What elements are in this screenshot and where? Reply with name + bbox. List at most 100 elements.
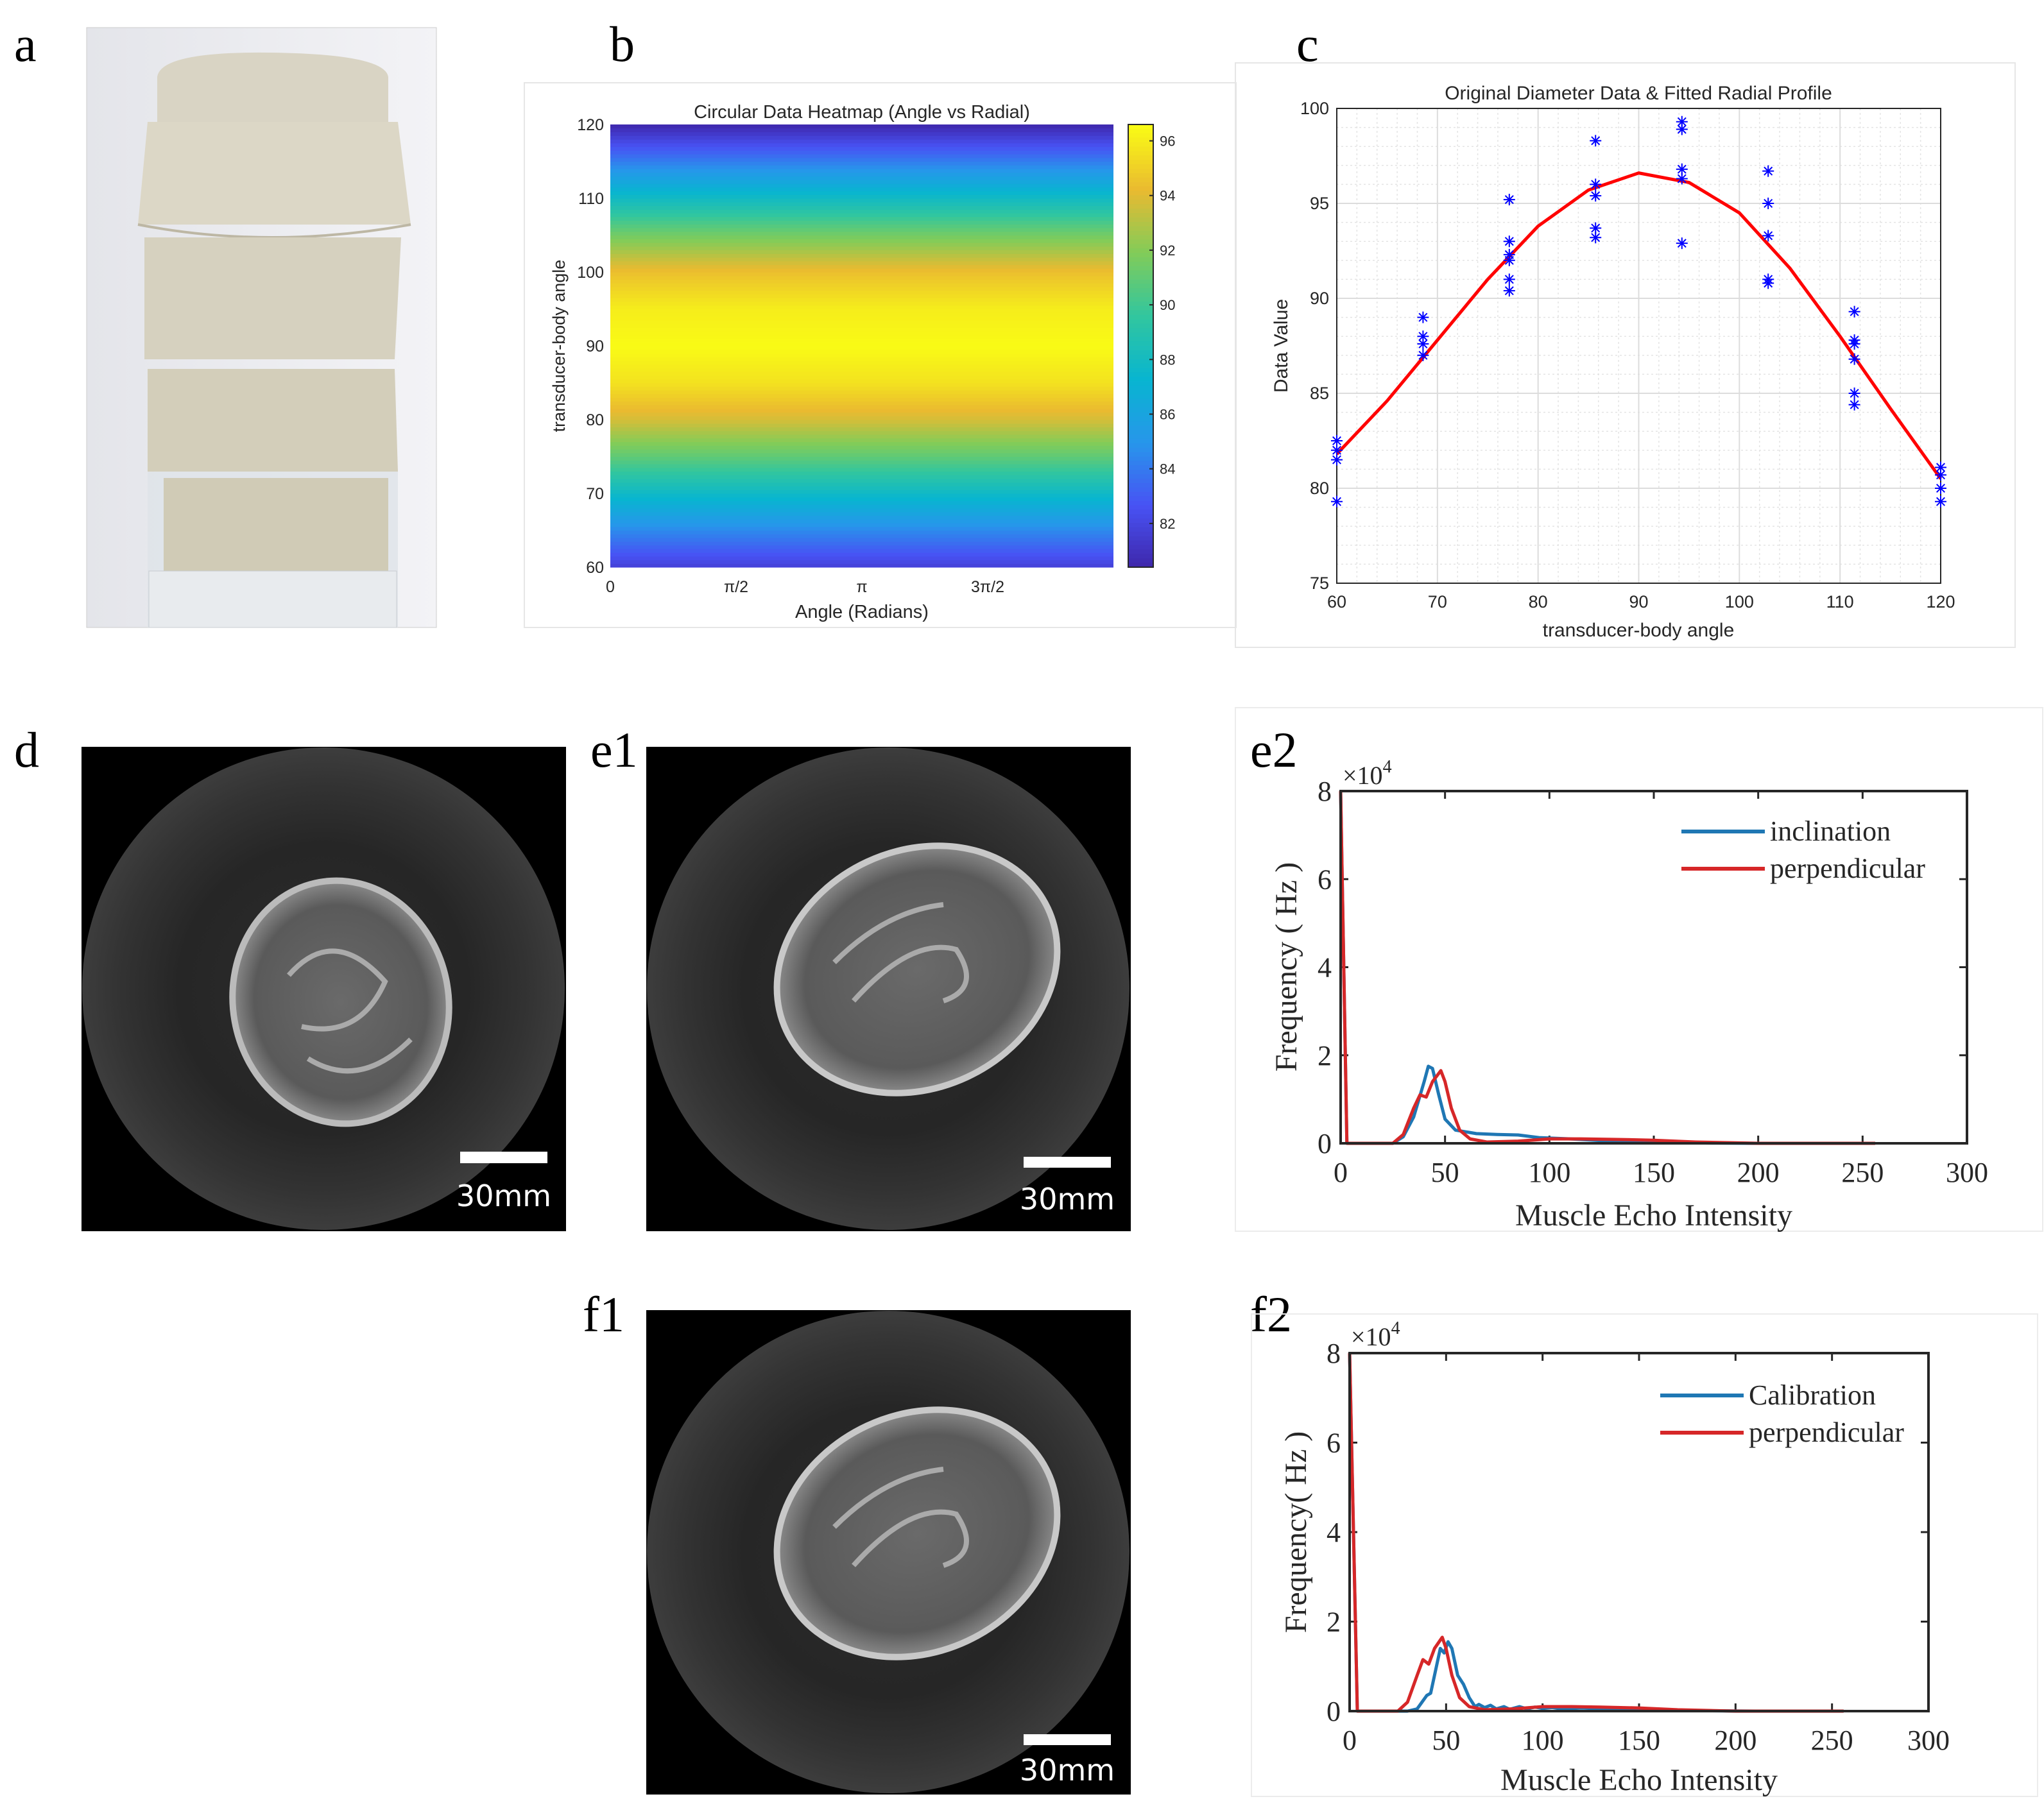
y-tick-label: 0 bbox=[1318, 1128, 1332, 1159]
colorbar-cell bbox=[1128, 443, 1153, 448]
heatmap-cell bbox=[610, 305, 1113, 310]
heatmap-cell bbox=[610, 165, 1113, 169]
colorbar-cell bbox=[1128, 350, 1153, 355]
ultrasound-image-f1: 30mm bbox=[646, 1310, 1131, 1795]
heatmap-cell bbox=[610, 526, 1113, 531]
y-tick-label: 100 bbox=[577, 264, 604, 282]
heatmap-cell bbox=[610, 405, 1113, 409]
y-tick-label: 90 bbox=[1310, 289, 1329, 308]
data-point bbox=[1848, 353, 1860, 365]
y-tick-label: 85 bbox=[1310, 384, 1329, 403]
heatmap-cell bbox=[610, 397, 1113, 402]
f2-ylabel: Frequency( Hz ) bbox=[1279, 1431, 1313, 1633]
x-tick-label: 200 bbox=[1714, 1725, 1756, 1756]
heatmap-cell bbox=[610, 434, 1113, 439]
colorbar-cell bbox=[1128, 133, 1153, 139]
colorbar-cell bbox=[1128, 213, 1153, 218]
colorbar-cell bbox=[1128, 523, 1153, 528]
y-tick-label: 110 bbox=[578, 190, 604, 208]
heatmap-cell bbox=[610, 264, 1113, 269]
asterisk-marker bbox=[1677, 164, 1687, 174]
e2-ylabel: Frequency ( Hz ) bbox=[1269, 862, 1303, 1072]
legend-label: perpendicular bbox=[1749, 1417, 1904, 1448]
axes-box bbox=[1339, 790, 1968, 1145]
colorbar-cell bbox=[1128, 456, 1153, 461]
data-point bbox=[1331, 454, 1343, 466]
heatmap-cell bbox=[610, 541, 1113, 546]
colorbar-cell bbox=[1128, 527, 1153, 533]
panel-label-a: a bbox=[14, 16, 37, 72]
heatmap-cell bbox=[610, 349, 1113, 354]
heatmap-cell bbox=[610, 545, 1113, 549]
heatmap-cell bbox=[610, 368, 1113, 372]
colorbar-cell bbox=[1128, 425, 1153, 431]
heatmap-cell bbox=[610, 549, 1113, 553]
colorbar-cell bbox=[1128, 173, 1153, 178]
colorbar-cell bbox=[1128, 549, 1153, 554]
x-tick-label: 300 bbox=[1907, 1725, 1950, 1756]
colorbar-tick-label: 96 bbox=[1160, 133, 1175, 149]
y-tick-label: 6 bbox=[1318, 864, 1332, 895]
heatmap-cell bbox=[610, 283, 1113, 287]
heatmap-cell bbox=[610, 393, 1113, 398]
colorbar-cell bbox=[1128, 293, 1153, 298]
heatmap-cell bbox=[610, 493, 1113, 498]
y-tick-label: 95 bbox=[1310, 194, 1329, 213]
y-tick-label: 8 bbox=[1327, 1338, 1341, 1369]
colorbar-cell bbox=[1128, 491, 1153, 497]
colorbar-cell bbox=[1128, 416, 1153, 422]
data-point bbox=[1762, 198, 1774, 209]
colorbar-cell bbox=[1128, 474, 1153, 479]
x-tick-label: 0 bbox=[1343, 1725, 1357, 1756]
heatmap-title: Circular Data Heatmap (Angle vs Radial) bbox=[694, 102, 1030, 123]
panel-label-f1: f1 bbox=[583, 1286, 624, 1342]
heatmap-cell bbox=[610, 431, 1113, 435]
data-point bbox=[1417, 311, 1429, 323]
colorbar-cell bbox=[1128, 319, 1153, 325]
data-point bbox=[1503, 273, 1515, 286]
x-tick-label: 90 bbox=[1629, 592, 1648, 611]
heatmap-cell bbox=[610, 375, 1113, 380]
asterisk-marker bbox=[1504, 255, 1514, 265]
heatmap-cell bbox=[610, 320, 1113, 325]
colorbar-cell bbox=[1128, 314, 1153, 320]
heatmap-cell bbox=[610, 253, 1113, 258]
colorbar-cell bbox=[1128, 465, 1153, 470]
colorbar-cell bbox=[1128, 275, 1153, 280]
colorbar-cell bbox=[1128, 302, 1153, 307]
heatmap-cell bbox=[610, 198, 1113, 203]
heatmap-cell bbox=[610, 563, 1113, 568]
data-point bbox=[1935, 482, 1946, 494]
y-tick-label: 120 bbox=[577, 116, 604, 134]
colorbar-cell bbox=[1128, 536, 1153, 542]
colorbar-cell bbox=[1128, 142, 1153, 148]
heatmap-cell bbox=[610, 124, 1113, 129]
colorbar-cell bbox=[1128, 332, 1153, 337]
data-point bbox=[1590, 190, 1602, 202]
asterisk-marker bbox=[1504, 286, 1514, 296]
colorbar-cell bbox=[1128, 470, 1153, 475]
asterisk-marker bbox=[1936, 470, 1946, 480]
y-tick-label: 2 bbox=[1318, 1040, 1332, 1071]
heatmap-cell bbox=[610, 154, 1113, 158]
panel-f2-frame bbox=[1251, 1313, 2038, 1797]
heatmap-cell bbox=[610, 150, 1113, 155]
panel-e2-frame bbox=[1235, 707, 2043, 1232]
scale-bar-label: 30mm bbox=[1020, 1182, 1115, 1216]
heatmap-cell bbox=[610, 290, 1113, 295]
colorbar-cell bbox=[1128, 270, 1153, 276]
data-point bbox=[1848, 398, 1860, 411]
colorbar-cell bbox=[1128, 509, 1153, 515]
colorbar-tick-label: 94 bbox=[1160, 188, 1175, 204]
heatmap-cell bbox=[610, 342, 1113, 346]
heatmap-cell bbox=[610, 161, 1113, 166]
series-line-perpendicular bbox=[1339, 790, 1875, 1145]
asterisk-marker bbox=[1418, 350, 1428, 360]
x-tick-label: 100 bbox=[1725, 592, 1754, 611]
asterisk-marker bbox=[1850, 400, 1859, 409]
colorbar-tick-label: 92 bbox=[1160, 243, 1175, 259]
x-tick-label: π bbox=[856, 578, 867, 596]
heatmap-cell bbox=[610, 183, 1113, 188]
colorbar-cell bbox=[1128, 390, 1153, 395]
colorbar-cell bbox=[1128, 146, 1153, 151]
